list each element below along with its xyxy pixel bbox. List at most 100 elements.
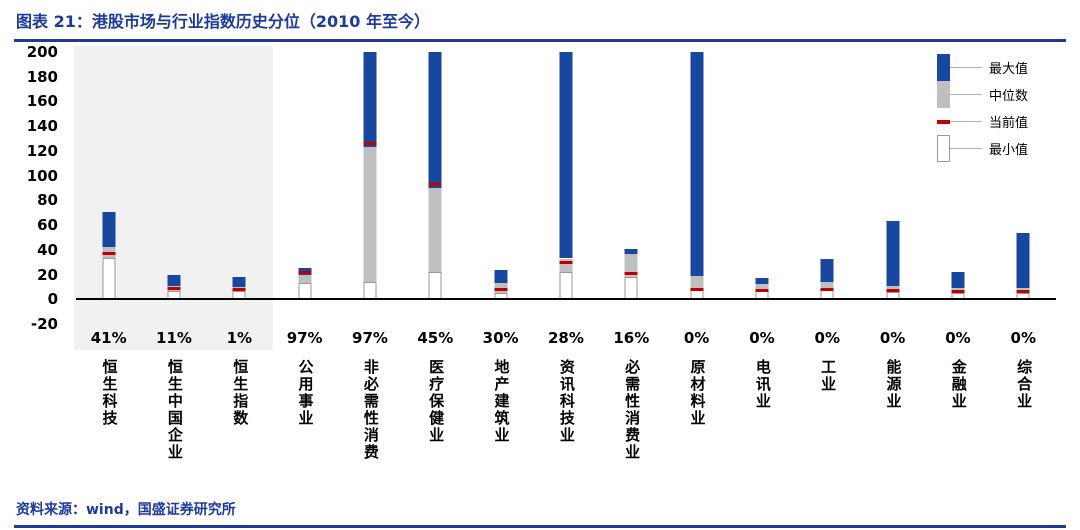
- y-tick-label: 120: [26, 141, 58, 160]
- current-value-tick: [820, 287, 834, 291]
- plot-column: [599, 52, 664, 324]
- category-names-row: 恒生科技 恒生中国企业 恒生指数 公用事业 非必需性消费 医疗保健业 地产建筑业 资讯科技业 必…: [76, 359, 1056, 477]
- current-value-tick: [886, 289, 900, 293]
- y-tick-label: -20: [30, 315, 58, 333]
- max-segment: [102, 211, 116, 248]
- current-percentile-label: 0%: [683, 329, 710, 347]
- category-name: 必需性消费业: [623, 359, 642, 461]
- top-rule: [14, 39, 1066, 42]
- min-segment: [363, 281, 377, 300]
- plot-area: 200 180 160 140 120 100 80 60 40 20 0 -20 最大值 中位数 当前值…: [27, 43, 1056, 333]
- y-tick-label: 60: [37, 216, 58, 235]
- y-tick-label: 200: [26, 43, 58, 61]
- category-name: 能源业: [884, 359, 903, 410]
- median-segment: [624, 253, 638, 278]
- source-note: 资料来源：wind，国盛证券研究所: [16, 502, 236, 518]
- current-value-tick: [232, 287, 246, 291]
- plot-column: [664, 52, 729, 324]
- median-segment: [886, 285, 900, 292]
- plot-column: [403, 52, 468, 324]
- legend-swatch-max-icon: [936, 54, 950, 81]
- plot-column: [76, 52, 141, 324]
- legend-swatch-min-icon: [936, 135, 950, 162]
- current-value-tick: [298, 270, 312, 274]
- plot-column: [533, 52, 598, 324]
- chart-body: 200 180 160 140 120 100 80 60 40 20 0 -20 最大值 中位数 当前值…: [27, 43, 1056, 477]
- legend-swatch-cell-max: [936, 54, 950, 81]
- legend-swatch-cell-min: [936, 135, 950, 162]
- legend-leader-line: [949, 121, 982, 122]
- range-bar: [951, 272, 965, 300]
- range-bar: [102, 211, 116, 300]
- median-segment: [755, 284, 769, 291]
- legend-swatch-median-icon: [936, 81, 950, 108]
- range-bar: [755, 278, 769, 300]
- current-percentile-label: 41%: [90, 329, 127, 347]
- plot-column: [795, 52, 860, 324]
- category-name: 恒生指数: [231, 359, 250, 427]
- percentile-row: 41% 11% 1% 97% 97% 45% 30% 28% 16% 0% 0% 0% 0% 0% 0%: [76, 329, 1056, 347]
- x-axis-line: [76, 298, 1056, 301]
- category-name-cell: 金融业: [925, 359, 990, 477]
- category-name: 原材料业: [688, 359, 707, 427]
- legend-swatch-current-icon: [936, 119, 950, 124]
- range-bar: [624, 248, 638, 300]
- category-name-cell: 综合业: [991, 359, 1056, 477]
- current-percentile-label: 1%: [226, 329, 253, 347]
- plot-columns: [76, 52, 1056, 324]
- range-bar: [167, 274, 181, 300]
- legend-leader-line: [949, 67, 982, 68]
- current-value-tick: [624, 271, 638, 275]
- category-name: 资讯科技业: [557, 359, 576, 444]
- category-name-cell: 原材料业: [664, 359, 729, 477]
- current-value-tick: [167, 286, 181, 290]
- category-name-cell: 电讯业: [729, 359, 794, 477]
- range-bar: [494, 269, 508, 300]
- category-name-cell: 工业: [795, 359, 860, 477]
- max-segment: [167, 274, 181, 286]
- current-value-tick: [363, 142, 377, 145]
- category-name-cell: 能源业: [860, 359, 925, 477]
- current-percentile-label: 11%: [156, 329, 192, 347]
- y-tick-label: 20: [37, 265, 58, 284]
- range-bar: [820, 258, 834, 300]
- category-name-cell: 资讯科技业: [533, 359, 598, 477]
- category-name: 金融业: [949, 359, 968, 410]
- min-segment: [102, 258, 116, 300]
- range-bar: [298, 268, 312, 300]
- max-segment: [690, 52, 704, 276]
- range-bar: [690, 52, 704, 300]
- category-name-cell: 恒生中国企业: [141, 359, 206, 477]
- category-name: 地产建筑业: [492, 359, 511, 444]
- y-tick-label: 100: [26, 166, 58, 185]
- bottom-rule: [14, 525, 1066, 528]
- max-segment: [886, 221, 900, 286]
- max-segment: [363, 52, 377, 148]
- y-tick-label: 80: [37, 191, 58, 210]
- category-name: 综合业: [1015, 359, 1034, 410]
- max-segment: [494, 269, 508, 284]
- category-name-cell: 非必需性消费: [337, 359, 402, 477]
- y-tick-label: 160: [26, 92, 58, 111]
- category-name-cell: 必需性消费业: [599, 359, 664, 477]
- range-bar: [428, 52, 442, 300]
- current-percentile-label: 0%: [749, 329, 775, 347]
- current-value-tick: [1016, 290, 1030, 294]
- current-percentile-label: 28%: [548, 329, 584, 347]
- y-tick-label: 0: [47, 290, 58, 309]
- category-name-cell: 医疗保健业: [403, 359, 468, 477]
- category-name-cell: 恒生指数: [207, 359, 272, 477]
- max-segment: [951, 272, 965, 289]
- legend-swatch-cell-current: [936, 108, 950, 135]
- current-value-tick: [951, 290, 965, 294]
- max-segment: [232, 277, 246, 287]
- y-tick-label: 140: [26, 117, 58, 136]
- current-percentile-label: 0%: [879, 329, 906, 347]
- legend-swatch-cell-median: [936, 81, 950, 108]
- category-name-cell: 恒生科技: [76, 359, 141, 477]
- max-segment: [820, 258, 834, 282]
- category-name: 公用事业: [296, 359, 315, 427]
- min-segment: [298, 283, 312, 300]
- current-value-tick: [428, 182, 442, 186]
- plot-column: [207, 52, 272, 324]
